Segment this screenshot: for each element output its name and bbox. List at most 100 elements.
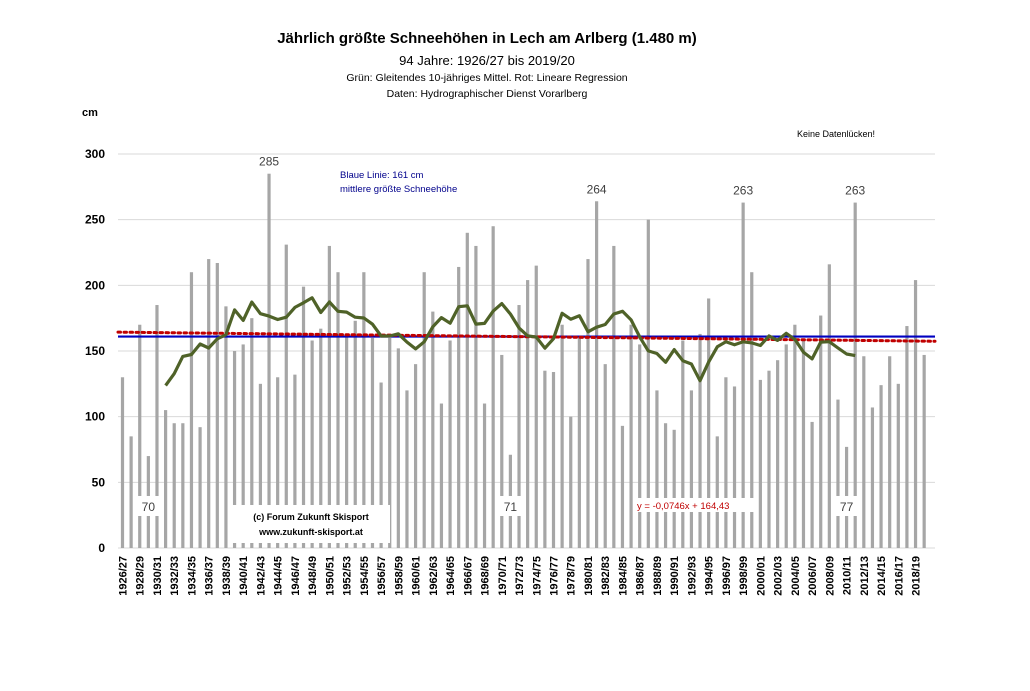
bar xyxy=(707,298,711,548)
bar xyxy=(457,266,461,548)
bar xyxy=(560,324,564,548)
bar xyxy=(586,259,590,548)
bar xyxy=(164,410,168,548)
bar xyxy=(810,421,814,548)
chart-title: Jährlich größte Schneehöhen in Lech am A… xyxy=(277,30,697,47)
x-tick-label: 1992/93 xyxy=(686,556,698,596)
bar xyxy=(689,390,694,548)
bar xyxy=(776,360,780,548)
bar xyxy=(232,351,237,548)
bar xyxy=(422,272,426,548)
bar xyxy=(836,399,840,548)
bar xyxy=(336,272,340,548)
bar xyxy=(620,425,625,548)
x-tick-label: 1962/63 xyxy=(428,556,440,596)
y-tick-label: 0 xyxy=(98,541,105,555)
mean-line-label-1: Blaue Linie: 161 cm xyxy=(340,170,424,181)
bar xyxy=(207,259,211,548)
bar xyxy=(750,272,754,548)
x-tick-label: 1926/27 xyxy=(118,556,130,596)
x-tick-label: 1948/49 xyxy=(307,556,319,596)
bar xyxy=(172,423,176,548)
bar xyxy=(396,348,400,548)
bar xyxy=(491,226,495,548)
x-tick-label: 1930/31 xyxy=(152,556,164,596)
bar xyxy=(482,403,487,548)
bar xyxy=(543,370,547,548)
x-tick-label: 1960/61 xyxy=(411,556,423,596)
bar xyxy=(801,340,806,548)
x-tick-label: 1958/59 xyxy=(393,556,405,596)
bar xyxy=(439,403,444,548)
x-tick-label: 1932/33 xyxy=(169,556,181,596)
x-tick-label: 2006/07 xyxy=(807,556,819,596)
value-label: 285 xyxy=(259,155,279,169)
y-tick-label: 200 xyxy=(85,278,105,292)
bar xyxy=(345,333,349,548)
x-tick-label: 1968/69 xyxy=(480,556,492,596)
value-label: 264 xyxy=(587,182,607,196)
bar xyxy=(370,337,375,548)
y-tick-label: 150 xyxy=(85,344,105,358)
regression-label: y = -0,0746x + 164,43 xyxy=(637,501,729,512)
value-label: 263 xyxy=(845,184,865,198)
bar xyxy=(448,340,452,548)
x-tick-label: 1986/87 xyxy=(635,556,647,596)
bar xyxy=(888,356,892,548)
bar xyxy=(310,340,314,548)
bar xyxy=(896,383,900,548)
x-tick-label: 1946/47 xyxy=(290,556,302,596)
bar xyxy=(758,379,762,548)
value-label: 77 xyxy=(840,500,854,514)
x-tick-label: 1998/99 xyxy=(738,556,750,596)
bar xyxy=(405,390,409,548)
bar xyxy=(612,245,616,548)
bar xyxy=(155,305,159,548)
y-axis-unit: cm xyxy=(82,107,98,119)
x-tick-label: 1988/89 xyxy=(652,556,664,596)
x-tick-label: 2014/15 xyxy=(876,556,888,596)
bar xyxy=(198,427,202,548)
bar xyxy=(655,390,659,548)
bar xyxy=(327,245,331,548)
x-tick-label: 2004/05 xyxy=(790,556,802,596)
bar xyxy=(189,272,194,548)
bar xyxy=(241,344,245,548)
bar xyxy=(465,232,469,549)
x-tick-label: 1976/77 xyxy=(549,556,561,596)
bar xyxy=(534,265,538,548)
x-tick-label: 2018/19 xyxy=(911,556,923,596)
x-tick-label: 1928/29 xyxy=(135,556,147,596)
x-tick-label: 1956/57 xyxy=(376,556,388,596)
x-tick-label: 1994/95 xyxy=(704,556,716,596)
y-tick-label: 100 xyxy=(85,410,105,424)
x-tick-label: 1978/79 xyxy=(566,556,578,596)
bar xyxy=(120,377,125,548)
x-tick-label: 1984/85 xyxy=(617,556,629,596)
x-tick-label: 1934/35 xyxy=(186,556,198,596)
x-tick-label: 1952/53 xyxy=(342,556,354,596)
bar xyxy=(388,337,392,548)
bar xyxy=(267,173,271,548)
x-tick-label: 1936/37 xyxy=(204,556,216,596)
bar xyxy=(793,324,797,548)
x-tick-label: 1964/65 xyxy=(445,556,457,596)
bar xyxy=(362,272,366,548)
bar xyxy=(724,377,728,548)
y-tick-label: 50 xyxy=(92,475,106,489)
bar xyxy=(853,202,857,549)
copyright-line-2: www.zukunft-skisport.at xyxy=(258,527,363,537)
bar xyxy=(500,354,504,548)
value-label: 71 xyxy=(504,500,518,514)
bar xyxy=(284,244,288,548)
bar xyxy=(431,311,435,548)
y-tick-label: 250 xyxy=(85,213,105,227)
bar xyxy=(258,383,263,548)
bar xyxy=(672,429,676,548)
x-tick-label: 1966/67 xyxy=(462,556,474,596)
x-tick-label: 2000/01 xyxy=(755,556,767,596)
regression-label-box xyxy=(633,498,755,512)
bar xyxy=(715,436,719,548)
bar xyxy=(819,315,823,548)
bar xyxy=(595,201,599,548)
